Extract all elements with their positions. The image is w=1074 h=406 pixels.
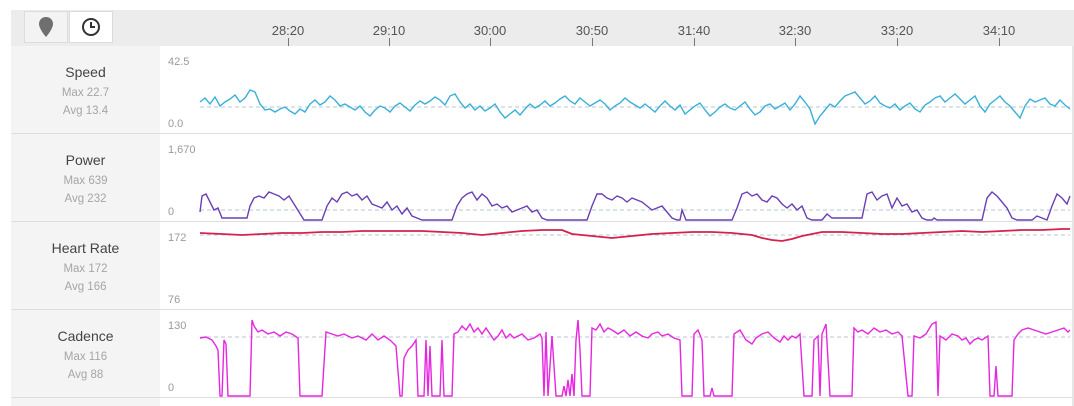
metric-max: Max 639 <box>63 175 108 187</box>
time-tick-label: 28:20 <box>271 23 305 38</box>
cadence-plot <box>199 319 1071 397</box>
time-tick-label: 30:00 <box>473 23 507 38</box>
metric-max: Max 22.7 <box>61 87 110 99</box>
y-max-label: 172 <box>168 232 187 244</box>
metric-name: Cadence <box>57 328 114 344</box>
power-trace <box>199 191 1071 221</box>
time-tick-label: 29:10 <box>372 23 406 38</box>
time-tick-label: 34:10 <box>982 23 1016 38</box>
power-chart[interactable]: 1,670 0 <box>162 134 1074 221</box>
heart-rate-label-panel: Heart Rate Max 172 Avg 166 <box>11 222 160 309</box>
time-tick-mark <box>897 38 898 46</box>
map-view-button[interactable] <box>24 11 68 43</box>
heart-rate-trace <box>199 228 1070 242</box>
y-min-label: 76 <box>168 294 181 306</box>
time-tick-label: 30:50 <box>575 23 609 38</box>
heart-rate-chart[interactable]: 172 76 <box>162 222 1074 309</box>
heart-rate-plot <box>199 228 1070 242</box>
power-plot <box>199 191 1071 221</box>
metric-max: Max 116 <box>63 351 108 363</box>
time-axis: 28:20 29:10 30:00 30:50 31:40 32:30 33:2… <box>162 10 1074 46</box>
y-max-label: 42.5 <box>168 56 190 68</box>
metric-avg: Avg 232 <box>64 193 107 205</box>
time-tick-mark <box>490 38 491 46</box>
y-min-label: 0 <box>168 382 175 394</box>
metric-name: Speed <box>65 64 106 80</box>
speed-plot <box>199 89 1071 126</box>
time-tick-mark <box>592 38 593 46</box>
cadence-chart[interactable]: 130 0 <box>162 310 1074 397</box>
clock-icon <box>82 18 100 36</box>
map-pin-icon <box>39 17 53 37</box>
y-max-label: 130 <box>168 320 187 332</box>
row-divider <box>11 397 1074 398</box>
metric-max: Max 172 <box>63 263 108 275</box>
next-row-label-panel <box>11 398 160 406</box>
speed-chart[interactable]: 42.5 0.0 <box>162 46 1074 133</box>
metric-name: Power <box>65 152 106 168</box>
time-tick-label: 31:40 <box>677 23 711 38</box>
y-min-label: 0 <box>168 206 175 218</box>
row-divider <box>11 309 1074 310</box>
cadence-trace <box>199 319 1071 397</box>
chart-toolbar <box>11 10 1074 46</box>
time-tick-mark <box>795 38 796 46</box>
time-tick-mark <box>389 38 390 46</box>
metric-avg: Avg 13.4 <box>62 105 109 117</box>
speed-trace <box>199 89 1071 126</box>
metric-avg: Avg 166 <box>64 281 107 293</box>
y-min-label: 0.0 <box>168 118 184 130</box>
power-label-panel: Power Max 639 Avg 232 <box>11 134 160 221</box>
time-tick-label: 32:30 <box>778 23 812 38</box>
row-divider <box>11 133 1074 134</box>
time-view-button[interactable] <box>69 11 113 43</box>
scrollbar-track[interactable] <box>1072 46 1074 406</box>
time-tick-mark <box>999 38 1000 46</box>
time-tick-mark <box>694 38 695 46</box>
metric-avg: Avg 88 <box>67 369 104 381</box>
row-divider <box>11 221 1074 222</box>
y-max-label: 1,670 <box>168 144 196 156</box>
cadence-label-panel: Cadence Max 116 Avg 88 <box>11 310 160 397</box>
time-tick-mark <box>288 38 289 46</box>
speed-label-panel: Speed Max 22.7 Avg 13.4 <box>11 46 160 133</box>
time-tick-label: 33:20 <box>880 23 914 38</box>
metric-name: Heart Rate <box>51 240 120 256</box>
